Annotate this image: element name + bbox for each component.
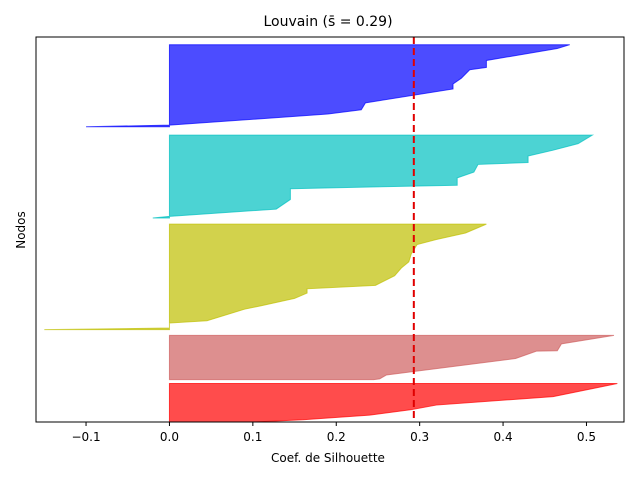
x-tick-label: 0.5 (577, 430, 596, 444)
x-axis-ticks: −0.1 0.0 0.1 0.2 0.3 0.4 0.5 (71, 422, 596, 444)
x-axis-label: Coef. de Silhouette (271, 451, 385, 465)
cluster-area-0 (168, 383, 618, 423)
x-tick-label: 0.1 (243, 430, 262, 444)
cluster-area-4 (86, 44, 570, 128)
x-tick-label: 0.4 (494, 430, 513, 444)
x-tick-label: 0.0 (160, 430, 179, 444)
cluster-area-1 (168, 334, 615, 381)
x-tick-label: 0.2 (327, 430, 346, 444)
chart-title: Louvain (s̄ = 0.29) (263, 14, 392, 30)
x-tick-label: 0.3 (410, 430, 429, 444)
cluster-area-2 (44, 223, 487, 331)
plot-frame (35, 36, 625, 423)
y-axis-label: Nodos (14, 211, 28, 249)
cluster-area-3 (152, 134, 595, 219)
cluster-areas (44, 44, 618, 423)
x-tick-label: −0.1 (71, 430, 100, 444)
